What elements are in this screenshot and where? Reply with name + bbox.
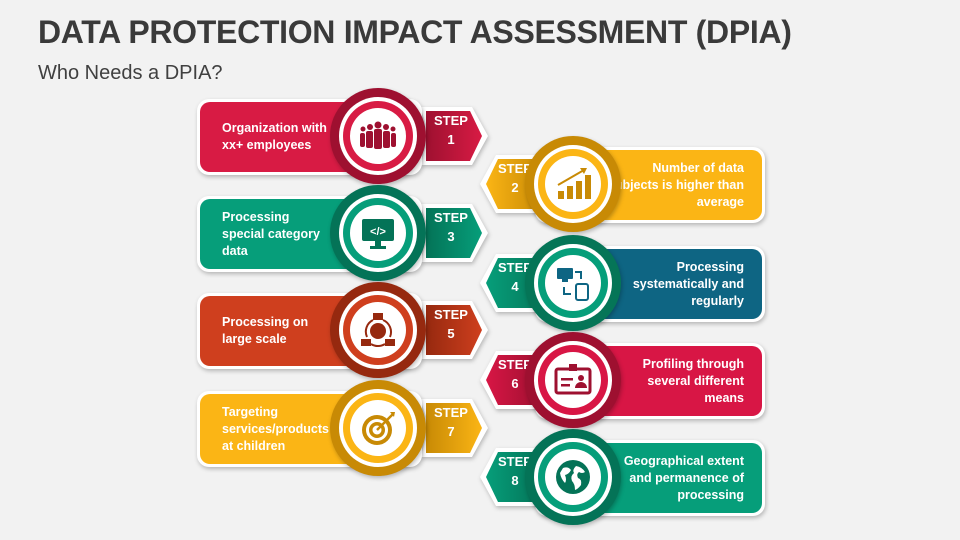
target-icon	[362, 412, 395, 445]
step-description: Processing systematically and regularly	[632, 259, 744, 308]
step-arrow	[420, 204, 490, 262]
step-3-item: STEP 3 Processing special category data <…	[195, 185, 488, 281]
step-label: STEP 7	[434, 405, 468, 439]
step-description: Geographical extent and permanence of pr…	[623, 453, 744, 502]
code-monitor-icon: </>	[362, 219, 394, 249]
step-label: STEP 6	[498, 357, 532, 391]
globe-icon	[556, 460, 590, 494]
page-title: DATA PROTECTION IMPACT ASSESSMENT (DPIA)	[38, 14, 792, 50]
growth-chart-icon	[557, 168, 591, 199]
step-label: STEP 1	[434, 113, 468, 147]
step-description: Processing on large scale	[222, 315, 309, 346]
id-badge-icon	[554, 364, 592, 395]
step-icon-badge	[525, 332, 621, 428]
step-6-item: STEP 6 Profiling through several differen…	[475, 332, 765, 428]
step-4-item: STEP 4 Processing systematically and regu…	[475, 235, 765, 331]
step-icon-badge	[330, 282, 426, 378]
step-description: Organization with xx+ employees	[222, 121, 327, 152]
step-icon-badge	[525, 136, 621, 232]
step-icon-badge	[330, 88, 426, 184]
step-icon-badge: </>	[330, 185, 426, 281]
step-label: STEP 8	[498, 454, 532, 488]
step-label: STEP 4	[498, 260, 532, 294]
step-7-item: STEP 7 Targeting services/products at chi…	[195, 380, 488, 476]
step-description: Profiling through several different mean…	[642, 356, 744, 405]
svg-text:</>: </>	[370, 226, 386, 238]
step-arrow	[420, 399, 490, 457]
step-arrow	[420, 301, 490, 359]
step-8-item: STEP 8 Geographical extent and permanence…	[475, 429, 765, 525]
step-description: Targeting services/products at children	[222, 404, 329, 453]
step-2-item: STEP 2 Number of data subjects is higher …	[475, 136, 765, 232]
page-subtitle: Who Needs a DPIA?	[38, 62, 223, 84]
global-network-icon	[361, 313, 395, 347]
step-arrow	[420, 107, 490, 165]
step-icon-badge	[330, 380, 426, 476]
step-5-item: STEP 5 Processing on large scale	[195, 282, 488, 378]
device-sync-icon	[557, 268, 589, 301]
step-description: Processing special category data	[222, 209, 320, 258]
people-group-icon	[360, 121, 396, 149]
step-icon-badge	[525, 235, 621, 331]
step-description: Number of data subjects is higher than a…	[607, 160, 744, 209]
step-label: STEP 5	[434, 307, 468, 341]
step-1-item: STEP 1 Organization with xx+ employees	[195, 88, 488, 184]
step-icon-badge	[525, 429, 621, 525]
step-label: STEP 3	[434, 210, 468, 244]
step-label: STEP 2	[498, 161, 532, 195]
